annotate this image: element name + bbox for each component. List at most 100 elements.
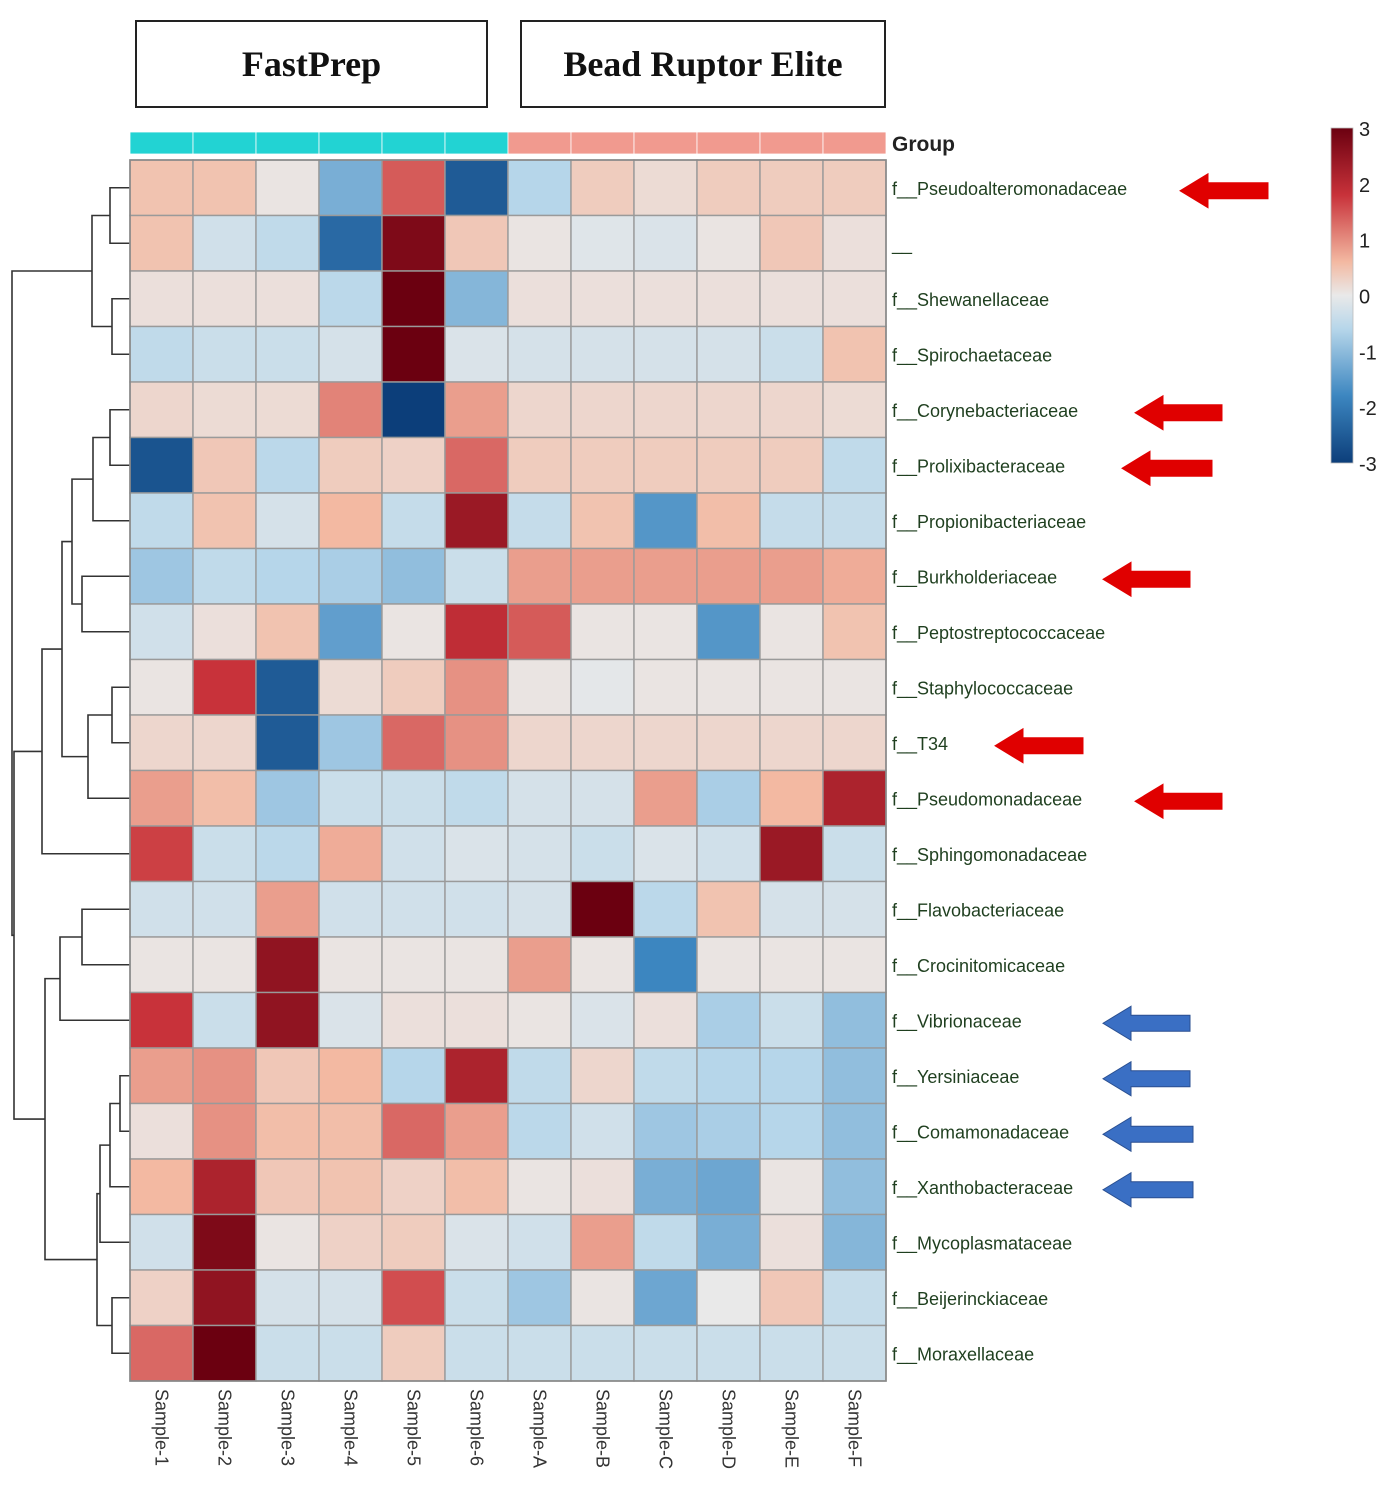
row-label: f__Yersiniaceae [892, 1067, 1019, 1088]
heatmap-cell [129, 991, 194, 1049]
heatmap-cell [444, 658, 509, 716]
heatmap-cell [129, 325, 194, 383]
group-label: Group [892, 133, 955, 156]
heatmap-cell [192, 1213, 257, 1271]
heatmap-cell [633, 658, 698, 716]
heatmap-cell [570, 880, 635, 938]
heatmap-cell [255, 658, 320, 716]
heatmap-cell [381, 1102, 446, 1160]
heatmap-cell [255, 492, 320, 550]
row-label: f__Burkholderiaceae [892, 567, 1057, 588]
heatmap-cell [507, 492, 572, 550]
arrow-icon [994, 727, 1084, 764]
heatmap-cell [507, 936, 572, 994]
color-scale-tick: -1 [1359, 342, 1377, 364]
dendrogram-branch [87, 714, 130, 800]
group-bar-cell [570, 131, 635, 155]
heatmap-cell [129, 547, 194, 605]
group-bar-cell [822, 131, 887, 155]
heatmap-cell [381, 381, 446, 439]
group-bar-cell [759, 131, 824, 155]
heatmap-cell [822, 880, 887, 938]
column-label: Sample-5 [404, 1389, 424, 1466]
heatmap-cell [192, 381, 257, 439]
heatmap-cell [129, 880, 194, 938]
row-labels: f__Pseudoalteromonadaceae __ f__Shewanella… [891, 179, 1127, 1366]
color-scale-tick: 1 [1359, 231, 1370, 253]
heatmap-cell [507, 381, 572, 439]
heatmap-cell [444, 270, 509, 328]
heatmap-cells [129, 159, 887, 1382]
heatmap-cell [255, 1213, 320, 1271]
heatmap-cell [255, 880, 320, 938]
group-annotation-bar: Group [129, 131, 955, 156]
heatmap-cell [318, 381, 383, 439]
heatmap-cell [129, 603, 194, 661]
heatmap-cell [255, 547, 320, 605]
heatmap-cell [255, 1047, 320, 1105]
heatmap-cell [822, 603, 887, 661]
heatmap-cell [444, 603, 509, 661]
heatmap-cell [822, 658, 887, 716]
column-labels: Sample-1 Sample-2 Sample-3 Sample-4 Sample-5… [152, 1389, 865, 1469]
heatmap-cell [507, 270, 572, 328]
arrow-icon [1134, 394, 1223, 431]
heatmap-cell [129, 1324, 194, 1382]
row-label: f__Pseudomonadaceae [892, 789, 1082, 810]
heatmap-cell [318, 547, 383, 605]
group-bar-cell [318, 131, 383, 155]
heatmap-cell [759, 603, 824, 661]
heatmap-cell [381, 825, 446, 883]
heatmap-cell [696, 714, 761, 772]
dendrogram-branch [111, 686, 130, 744]
heatmap-cell [507, 1213, 572, 1271]
row-label: f__Pseudoalteromonadaceae [892, 179, 1127, 200]
heatmap-cell [192, 1324, 257, 1382]
column-label: Sample-F [845, 1389, 865, 1467]
heatmap-cell [381, 547, 446, 605]
heatmap-cell [255, 769, 320, 827]
row-label: f__Crocinitomicaceae [892, 956, 1065, 977]
heatmap-cell [318, 492, 383, 550]
heatmap-cell [633, 769, 698, 827]
heatmap-cell [822, 1158, 887, 1216]
heatmap-cell [129, 1213, 194, 1271]
heatmap-cell [696, 991, 761, 1049]
heatmap-cell [444, 1324, 509, 1382]
heatmap-cell [759, 270, 824, 328]
heatmap-cell [381, 1047, 446, 1105]
row-dendrogram [11, 186, 130, 1355]
arrow-icon [1102, 1171, 1194, 1208]
heatmap-cell [129, 658, 194, 716]
dendrogram-branch [81, 908, 130, 966]
heatmap-cell [633, 991, 698, 1049]
group-bar-cell [381, 131, 446, 155]
heatmap-cell [759, 714, 824, 772]
heatmap-cell [318, 658, 383, 716]
heatmap-cell [822, 492, 887, 550]
heatmap-cell [381, 603, 446, 661]
heatmap-cell [507, 658, 572, 716]
column-label: Sample-4 [341, 1389, 361, 1466]
heatmap-cell [192, 658, 257, 716]
heatmap-cell [822, 436, 887, 494]
heatmap-cell [255, 603, 320, 661]
heatmap-cell [633, 880, 698, 938]
dendrogram-branch [11, 270, 92, 937]
heatmap-cell [633, 547, 698, 605]
heatmap-cell [192, 880, 257, 938]
group-bar-cell [507, 131, 572, 155]
heatmap-cell [696, 381, 761, 439]
row-label: f__Peptostreptococcaceae [892, 623, 1105, 644]
heatmap-cell [381, 658, 446, 716]
heatmap-cell [822, 547, 887, 605]
heatmap-cell [759, 1102, 824, 1160]
heatmap-cell [822, 214, 887, 272]
heatmap-cell [444, 1269, 509, 1327]
dendrogram-branch [81, 575, 130, 633]
heatmap-cell [129, 714, 194, 772]
heatmap-cell [633, 1158, 698, 1216]
heatmap-cell [759, 825, 824, 883]
heatmap-cell [696, 325, 761, 383]
heatmap-cell [381, 936, 446, 994]
